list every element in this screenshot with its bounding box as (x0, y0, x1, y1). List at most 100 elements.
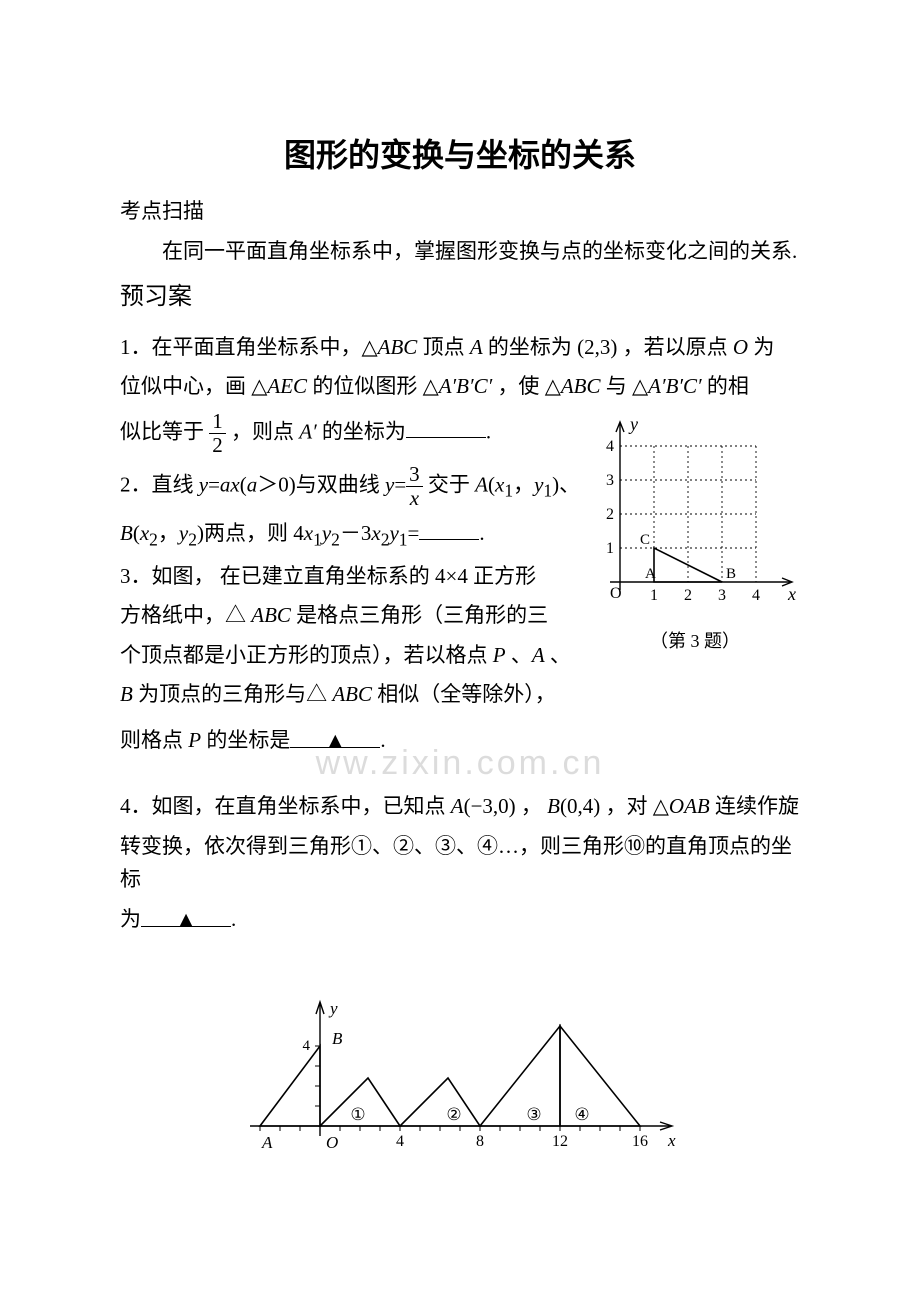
q1-t: 位似中心，画 (120, 374, 251, 398)
section-scan-body: 在同一平面直角坐标系中，掌握图形变换与点的坐标变化之间的关系. (120, 235, 800, 269)
blank-input[interactable]: ▲ (290, 724, 380, 748)
q3-ABC: ABC (332, 682, 372, 706)
chart4-xlabel: x (667, 1131, 676, 1150)
chart3-xtick: 1 (650, 587, 658, 604)
q2-sub: 1 (399, 530, 408, 550)
q1-O: O (733, 335, 748, 359)
chart4-label: ③ (526, 1105, 541, 1124)
q3-t: 、 (506, 643, 532, 667)
blank-input[interactable] (406, 414, 486, 438)
q2-y: y (385, 473, 394, 497)
q2-t: )两点，则 4 (197, 521, 304, 545)
blank-input[interactable]: ▲ (141, 903, 231, 927)
q3-P: P (188, 728, 201, 752)
triangle-icon: △ (423, 375, 439, 398)
q2-t: ( (240, 473, 247, 497)
chart4-xtick: 12 (552, 1133, 568, 1150)
q1-t: 为 (748, 335, 774, 359)
chart3-ytick: 2 (606, 506, 614, 523)
q2-x: x (140, 521, 149, 545)
chart3-svg: 1 2 3 4 1 2 3 4 O y x A (590, 414, 800, 614)
section-scan-head: 考点扫描 (120, 195, 800, 229)
chart3-xtick: 3 (718, 587, 726, 604)
q4-t: 为 (120, 907, 141, 931)
triangle-icon: △ (251, 375, 267, 398)
q4-B: B (547, 794, 560, 818)
q2-t: ＞0)与双曲线 (257, 473, 385, 497)
q1-t: ，使 (492, 374, 545, 398)
q1-abcp: A′B′C′ (648, 374, 701, 398)
q2-x: x (371, 521, 380, 545)
q2-A: A (475, 473, 488, 497)
chart4-label: ④ (574, 1105, 589, 1124)
q1-t: 与 (601, 374, 633, 398)
q1-text: 1．在平面直角坐标系中， (120, 335, 362, 359)
q2-B: B (120, 521, 133, 545)
q1-A: A (470, 335, 483, 359)
q3-t: 的坐标是 (201, 728, 290, 752)
q3-t: 是格点三角形（三角形的三 (291, 603, 548, 627)
q1-coord: (2,3) (577, 335, 617, 359)
chart4-label: ② (446, 1105, 461, 1124)
q1-t: 的坐标为 (483, 335, 578, 359)
chart3-ytick: 3 (606, 472, 614, 489)
figure-q4: 4 8 12 16 4 y x A O B ① ② ③ ④ (120, 996, 800, 1177)
q4-t: ，对 (600, 794, 653, 818)
blank-input[interactable] (419, 516, 479, 540)
chart4-A: A (261, 1133, 273, 1152)
chart4-ylabel: y (328, 999, 338, 1018)
q2-sub: 2 (188, 530, 197, 550)
chart3-ylabel: y (628, 414, 638, 434)
page-title: 图形的变换与坐标的关系 (120, 130, 800, 181)
q1-t: 的相 (702, 374, 749, 398)
chart4-xtick: 4 (396, 1133, 404, 1150)
q3-t: 、 (545, 643, 571, 667)
q3-t: 则格点 (120, 728, 188, 752)
q2-t: )、 (552, 473, 580, 497)
question-4-l2: 转变换，依次得到三角形①、②、③、④…，则三角形⑩的直角顶点的坐标 (120, 830, 800, 897)
q3-B: B (120, 682, 133, 706)
q2-y: y (179, 521, 188, 545)
q3-t: . (380, 728, 385, 752)
q1-frac-den: 2 (209, 434, 226, 457)
q2-t: . (479, 521, 484, 545)
q4-t: . (231, 907, 236, 931)
q2-a: a (247, 473, 258, 497)
chart3-caption: （第 3 题） (590, 627, 800, 656)
q2-ax: ax (220, 473, 240, 497)
q2-t: ( (488, 473, 495, 497)
q4-coord: (0,4) (560, 794, 600, 818)
q1-abc: ABC (561, 374, 601, 398)
chart3-O: O (610, 585, 622, 602)
chart3-A: A (645, 566, 656, 582)
chart4-label: ① (350, 1105, 365, 1124)
q1-t: 的坐标为 (317, 419, 406, 443)
q2-eq: = (394, 473, 406, 497)
chart4-xtick: 16 (632, 1133, 648, 1150)
q1-t: . (486, 419, 491, 443)
q2-y: y (389, 521, 398, 545)
q4-t: 4．如图，在直角坐标系中，已知点 (120, 794, 451, 818)
q1-t: ，若以原点 (617, 335, 733, 359)
q1-t: ，则点 (226, 419, 300, 443)
q2-t: －3 (340, 521, 372, 545)
chart4-O: O (326, 1133, 338, 1152)
q2-eq: = (208, 473, 220, 497)
q3-t: 个顶点都是小正方形的顶点），若以格点 (120, 643, 493, 667)
q3-t: 相似（全等除外）， (372, 682, 556, 706)
q4-A: A (451, 794, 464, 818)
chart4-B: B (332, 1029, 343, 1048)
q1-frac-num: 1 (209, 410, 226, 434)
q2-t: 交于 (423, 473, 476, 497)
chart4-xtick: 8 (476, 1133, 484, 1150)
chart3-B: B (726, 566, 736, 582)
question-1: 1．在平面直角坐标系中，△ABC 顶点 A 的坐标为 (2,3) ，若以原点 O… (120, 331, 800, 365)
chart3-xtick: 4 (752, 587, 760, 604)
q2-frac-num: 3 (406, 463, 423, 487)
question-1-line2: 位似中心，画 △AEC 的位似图形 △A′B′C′ ，使 △ABC 与 △A′B… (120, 370, 800, 404)
chart3-ytick: 1 (606, 540, 614, 557)
triangle-icon: △ (362, 336, 378, 359)
question-3-l5: 则格点 P 的坐标是▲. (120, 724, 800, 758)
q3-A: A (532, 643, 545, 667)
q1-abcp: A′B′C′ (439, 374, 492, 398)
